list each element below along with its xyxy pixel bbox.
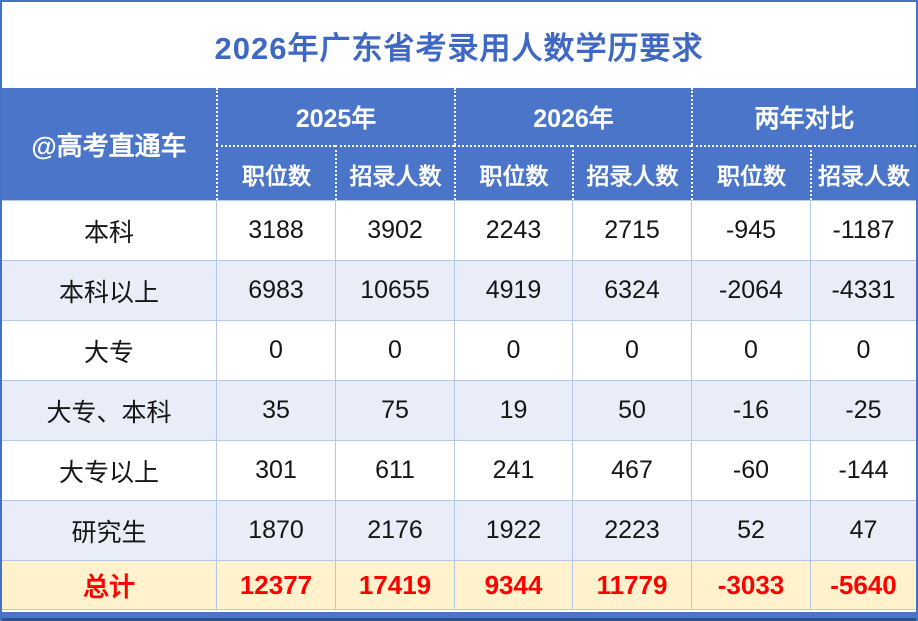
table-cell: 611 [335, 440, 454, 500]
table-cell: 241 [454, 440, 572, 500]
table-cell: 0 [810, 320, 916, 380]
table-cell: 1922 [454, 500, 572, 560]
table-cell: 1870 [216, 500, 335, 560]
total-cell: 11779 [572, 560, 691, 610]
table-cell: 52 [691, 500, 810, 560]
table-cell: -2064 [691, 260, 810, 320]
table-cell: -1187 [810, 200, 916, 260]
table-cell: -25 [810, 380, 916, 440]
table-cell: 2243 [454, 200, 572, 260]
table-cell: 0 [216, 320, 335, 380]
column-subheader-recruits-diff: 招录人数 [810, 145, 916, 200]
row-label: 本科以上 [2, 260, 216, 320]
total-cell: -5640 [810, 560, 916, 610]
total-cell: 12377 [216, 560, 335, 610]
row-label: 大专、本科 [2, 380, 216, 440]
column-group-2026: 2026年 [454, 88, 691, 145]
column-subheader-recruits-2026: 招录人数 [572, 145, 691, 200]
data-table: @高考直通车 2025年 2026年 两年对比 职位数 招录人数 职位数 招录人… [2, 88, 916, 610]
total-row-label: 总计 [2, 560, 216, 610]
table-cell: 35 [216, 380, 335, 440]
table-cell: 0 [335, 320, 454, 380]
table-corner-watermark: @高考直通车 [2, 88, 216, 200]
total-cell: 17419 [335, 560, 454, 610]
column-subheader-positions-2026: 职位数 [454, 145, 572, 200]
row-label: 大专以上 [2, 440, 216, 500]
page-title: 2026年广东省考录用人数学历要求 [214, 30, 704, 66]
total-cell: -3033 [691, 560, 810, 610]
table-cell: 2715 [572, 200, 691, 260]
table-cell: 3188 [216, 200, 335, 260]
table-cell: -60 [691, 440, 810, 500]
bottom-accent-bar [2, 612, 916, 621]
table-cell: 0 [572, 320, 691, 380]
bottom-gap [2, 610, 916, 612]
table-cell: 75 [335, 380, 454, 440]
total-cell: 9344 [454, 560, 572, 610]
table-cell: -4331 [810, 260, 916, 320]
row-label: 研究生 [2, 500, 216, 560]
column-group-compare: 两年对比 [691, 88, 916, 145]
table-cell: 467 [572, 440, 691, 500]
table-cell: 0 [454, 320, 572, 380]
table-cell: 4919 [454, 260, 572, 320]
table-cell: 0 [691, 320, 810, 380]
table-cell: 47 [810, 500, 916, 560]
column-group-2025: 2025年 [216, 88, 454, 145]
table-cell: -945 [691, 200, 810, 260]
table-cell: 6983 [216, 260, 335, 320]
row-label: 本科 [2, 200, 216, 260]
column-subheader-recruits-2025: 招录人数 [335, 145, 454, 200]
table-cell: 2223 [572, 500, 691, 560]
table-cell: -144 [810, 440, 916, 500]
table-cell: -16 [691, 380, 810, 440]
column-subheader-positions-diff: 职位数 [691, 145, 810, 200]
table-cell: 10655 [335, 260, 454, 320]
row-label: 大专 [2, 320, 216, 380]
table-cell: 6324 [572, 260, 691, 320]
table-cell: 2176 [335, 500, 454, 560]
table-cell: 50 [572, 380, 691, 440]
column-subheader-positions-2025: 职位数 [216, 145, 335, 200]
table-cell: 19 [454, 380, 572, 440]
table-cell: 3902 [335, 200, 454, 260]
table-cell: 301 [216, 440, 335, 500]
